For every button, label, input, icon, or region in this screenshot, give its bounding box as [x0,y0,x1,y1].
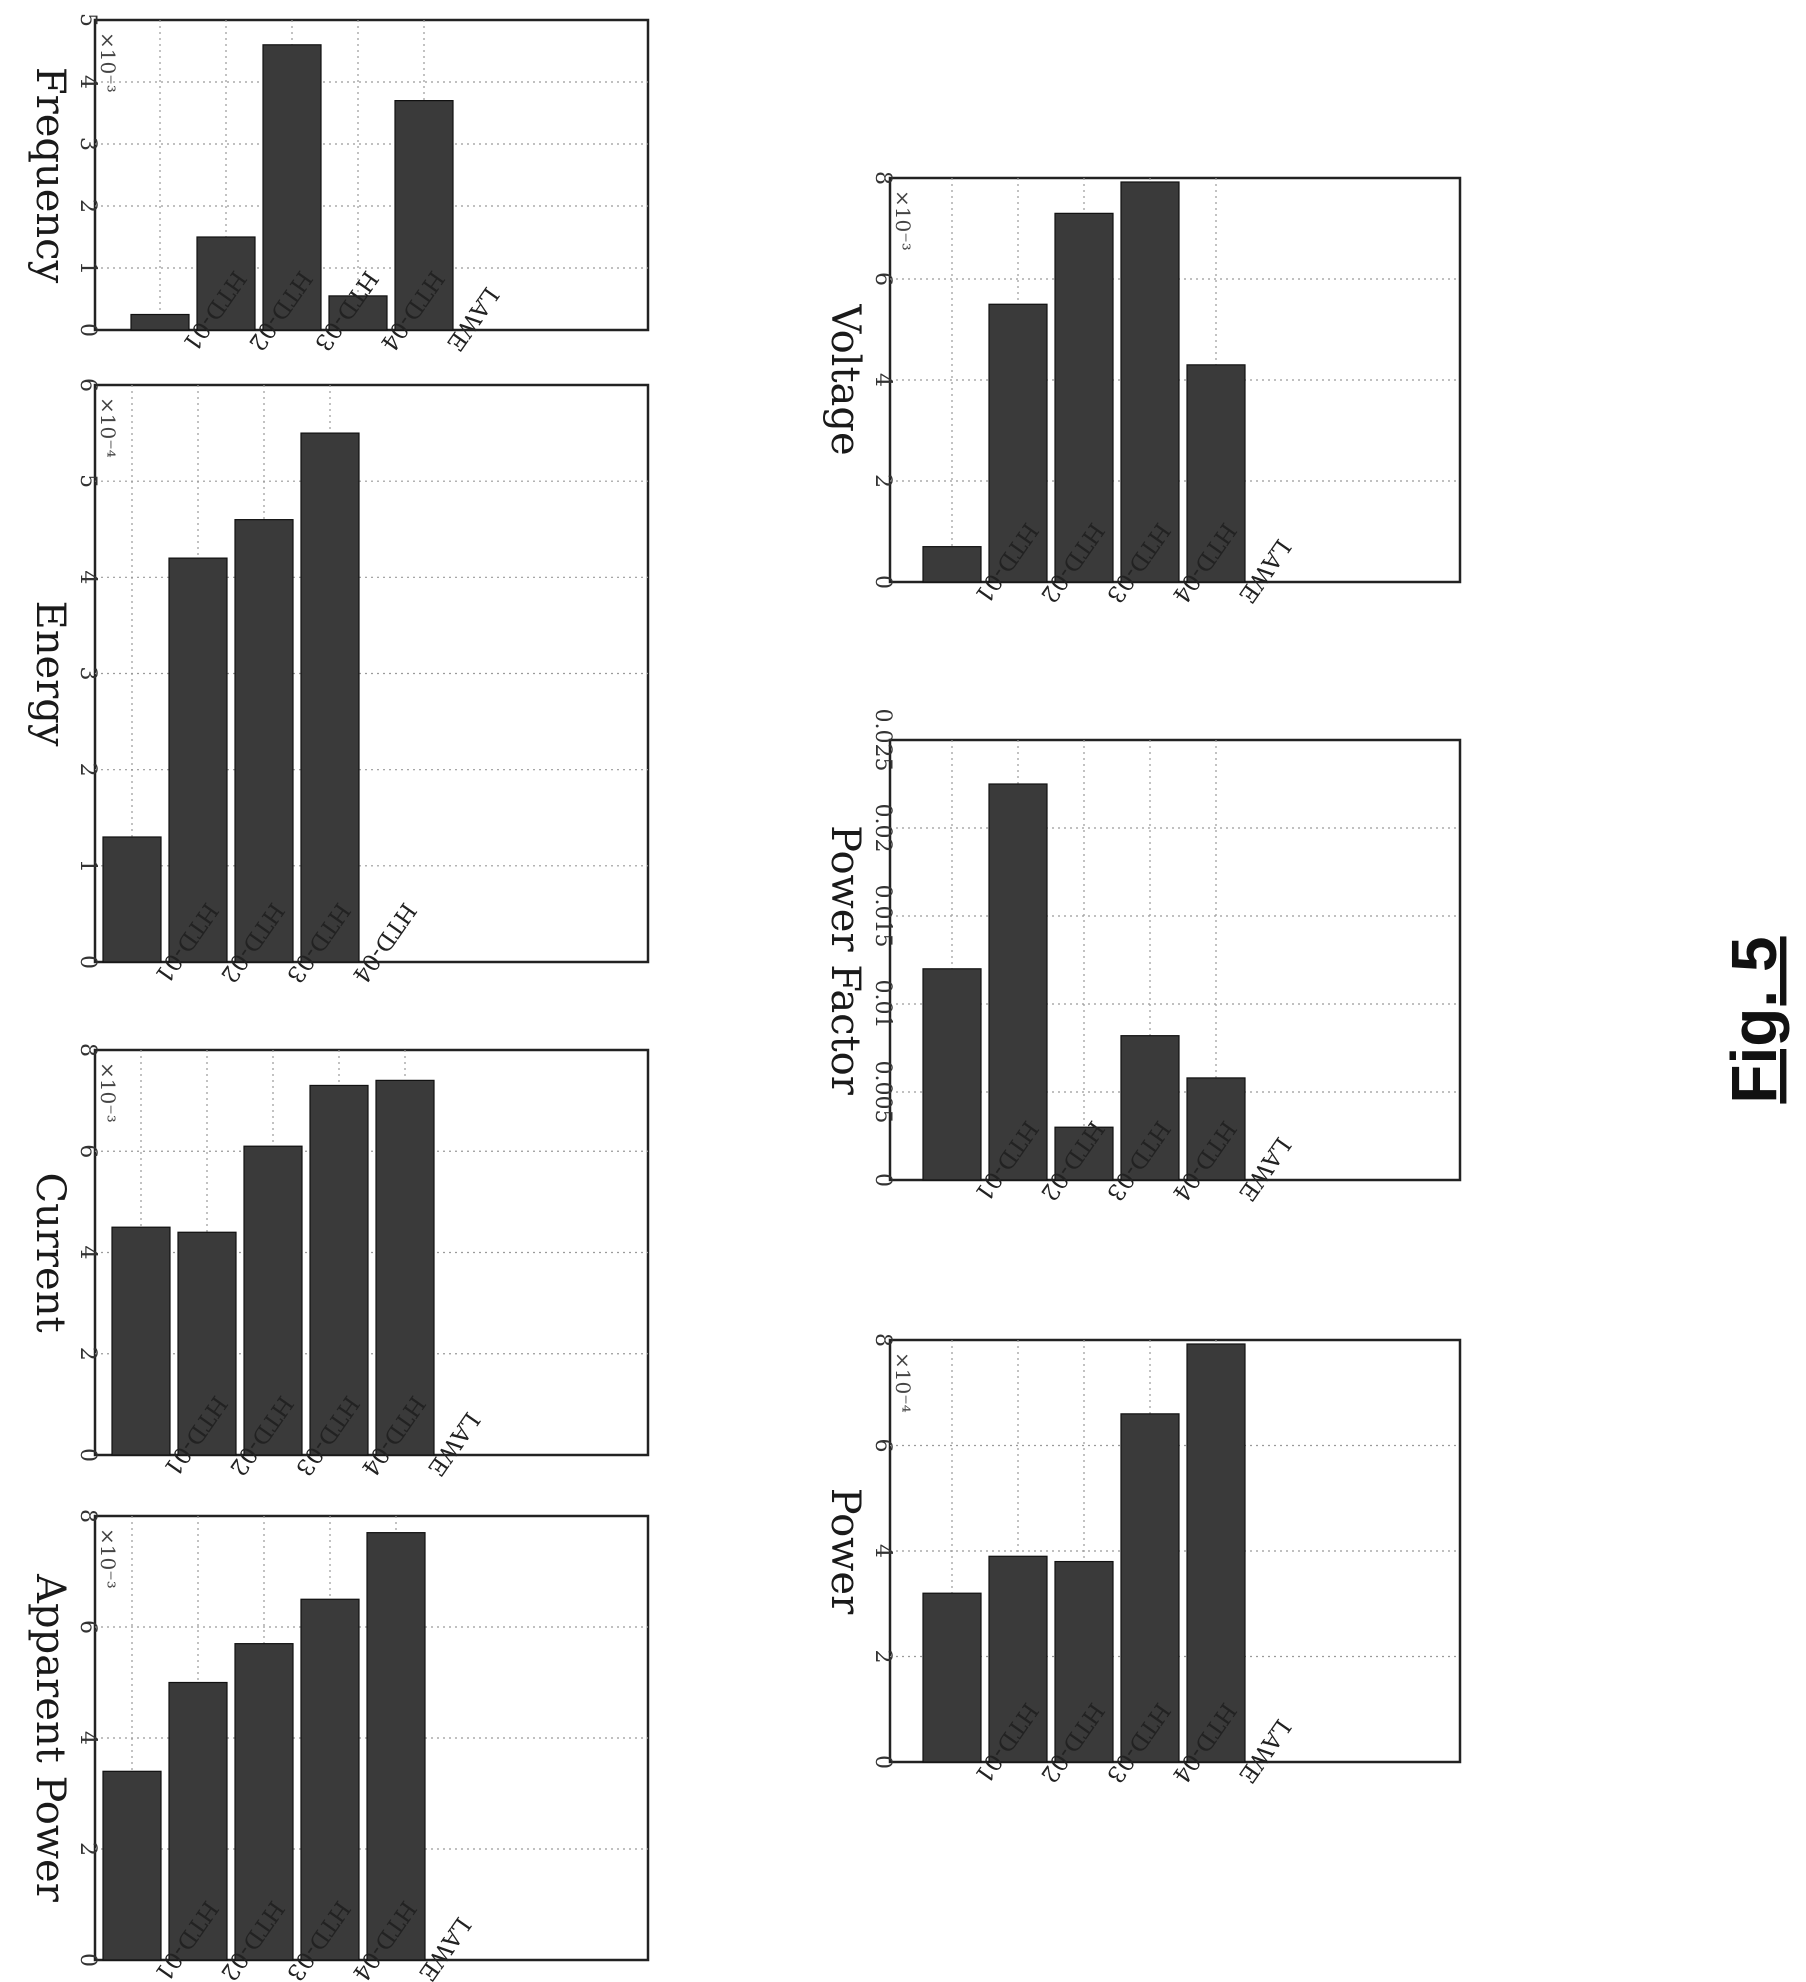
value-tick-label: 8 [75,1509,100,1523]
value-tick-label: 0 [870,1755,895,1769]
bar-htd-02 [988,783,1048,1181]
value-tick-label: 0.005 [870,1061,895,1124]
chart-apparent-power: 02468HTD-01HTD-02HTD-03HTD-04LAWEApparen… [27,1509,650,1982]
value-tick-label: 0 [75,1953,100,1967]
bar-lawe [1186,364,1246,583]
chart-power-factor: 00.0050.010.0150.020.025HTD-01HTD-02HTD-… [822,709,1462,1205]
bar-htd-01 [111,1226,171,1456]
value-tick-label: 6 [870,272,895,286]
bar-htd-03 [234,1643,294,1961]
value-tick-label: 4 [75,1731,100,1745]
value-tick-label: 0 [75,1448,100,1462]
plot-frame [93,18,650,332]
axis-exponent-label: ×10⁻⁴ [96,397,120,458]
value-tick-label: 6 [870,1439,895,1453]
value-tick-label: 1 [75,261,100,275]
value-tick-label: 1 [75,859,100,873]
chart-title: Current [27,1172,73,1332]
axis-exponent-label: ×10⁻³ [96,32,120,93]
value-tick-label: 0.015 [870,885,895,948]
bar-htd-03 [1054,212,1114,583]
figure-label: Fig. 5 [1718,936,1790,1103]
bar-htd-02 [168,557,228,963]
value-tick-label: 6 [75,378,100,392]
value-tick-label: 4 [75,570,100,584]
bar-htd-04 [309,1084,369,1456]
axis-exponent-label: ×10⁻⁴ [891,1352,915,1413]
bar-htd-01 [922,1592,982,1763]
value-tick-label: 6 [75,1620,100,1634]
bar-htd-03 [262,44,322,331]
bar-htd-02 [196,236,256,331]
value-tick-label: 2 [870,1650,895,1664]
chart-voltage: 02468HTD-01HTD-02HTD-03HTD-04LAWEVoltage… [822,171,1462,607]
chart-title: Voltage [822,303,868,455]
value-tick-label: 2 [870,474,895,488]
value-tick-label: 0.02 [870,804,895,853]
value-tick-label: 2 [75,1842,100,1856]
value-tick-label: 4 [870,373,895,387]
bar-lawe [1186,1343,1246,1763]
bar-htd-01 [130,313,190,331]
value-tick-label: 8 [870,1333,895,1347]
bar-lawe [1186,1077,1246,1181]
bar-htd-03 [243,1145,303,1456]
chart-title: Energy [27,601,73,747]
bar-htd-03 [234,519,294,963]
chart-title: Apparent Power [27,1573,73,1903]
bar-htd-02 [177,1231,237,1456]
value-tick-label: 3 [75,137,100,151]
value-tick-label: 6 [75,1144,100,1158]
chart-frequency: 012345HTD-01HTD-02HTD-03HTD-04LAWEFreque… [27,13,650,355]
bar-htd-04 [328,295,388,331]
axis-exponent-label: ×10⁻³ [96,1528,120,1589]
bar-htd-04 [300,432,360,963]
bar-htd-02 [168,1681,228,1961]
value-tick-label: 8 [870,171,895,185]
axis-exponent-label: ×10⁻³ [891,190,915,251]
bar-htd-03 [1054,1560,1114,1763]
bar-htd-01 [922,968,982,1181]
value-tick-label: 5 [75,13,100,27]
charts-layer: 02468HTD-01HTD-02HTD-03HTD-04LAWEApparen… [27,13,1462,1982]
bar-lawe [394,99,454,331]
bar-lawe [366,1532,426,1961]
chart-energy: 0123456HTD-01HTD-02HTD-03HTD-04Energy×10… [27,378,650,987]
axis-exponent-label: ×10⁻³ [96,1062,120,1123]
value-tick-label: 4 [75,1246,100,1260]
value-tick-label: 3 [75,667,100,681]
value-tick-label: 0 [870,575,895,589]
chart-title: Power [822,1488,868,1615]
bar-htd-02 [988,1555,1048,1763]
value-tick-label: 0.025 [870,709,895,772]
value-tick-label: 4 [870,1544,895,1558]
chart-power: 02468HTD-01HTD-02HTD-03HTD-04LAWEPower×1… [822,1333,1462,1787]
chart-title: Frequency [27,67,73,284]
value-tick-label: 2 [75,199,100,213]
bar-htd-01 [922,546,982,583]
chart-current: 02468HTD-01HTD-02HTD-03HTD-04LAWECurrent… [27,1043,650,1480]
bar-htd-03 [1054,1126,1114,1181]
value-tick-label: 4 [75,75,100,89]
bar-htd-04 [1120,1413,1180,1763]
value-tick-label: 0.01 [870,980,895,1029]
value-tick-label: 0 [75,323,100,337]
bar-htd-01 [102,836,162,963]
value-tick-label: 0 [870,1173,895,1187]
bar-htd-04 [1120,1035,1180,1181]
value-tick-label: 8 [75,1043,100,1057]
chart-title: Power Factor [822,825,868,1096]
bar-htd-04 [300,1598,360,1961]
value-tick-label: 5 [75,474,100,488]
value-tick-label: 2 [75,763,100,777]
bar-lawe [375,1079,435,1456]
bar-htd-04 [1120,181,1180,583]
bar-htd-01 [102,1770,162,1961]
bar-htd-02 [988,303,1048,583]
value-tick-label: 0 [75,955,100,969]
value-tick-label: 2 [75,1347,100,1361]
